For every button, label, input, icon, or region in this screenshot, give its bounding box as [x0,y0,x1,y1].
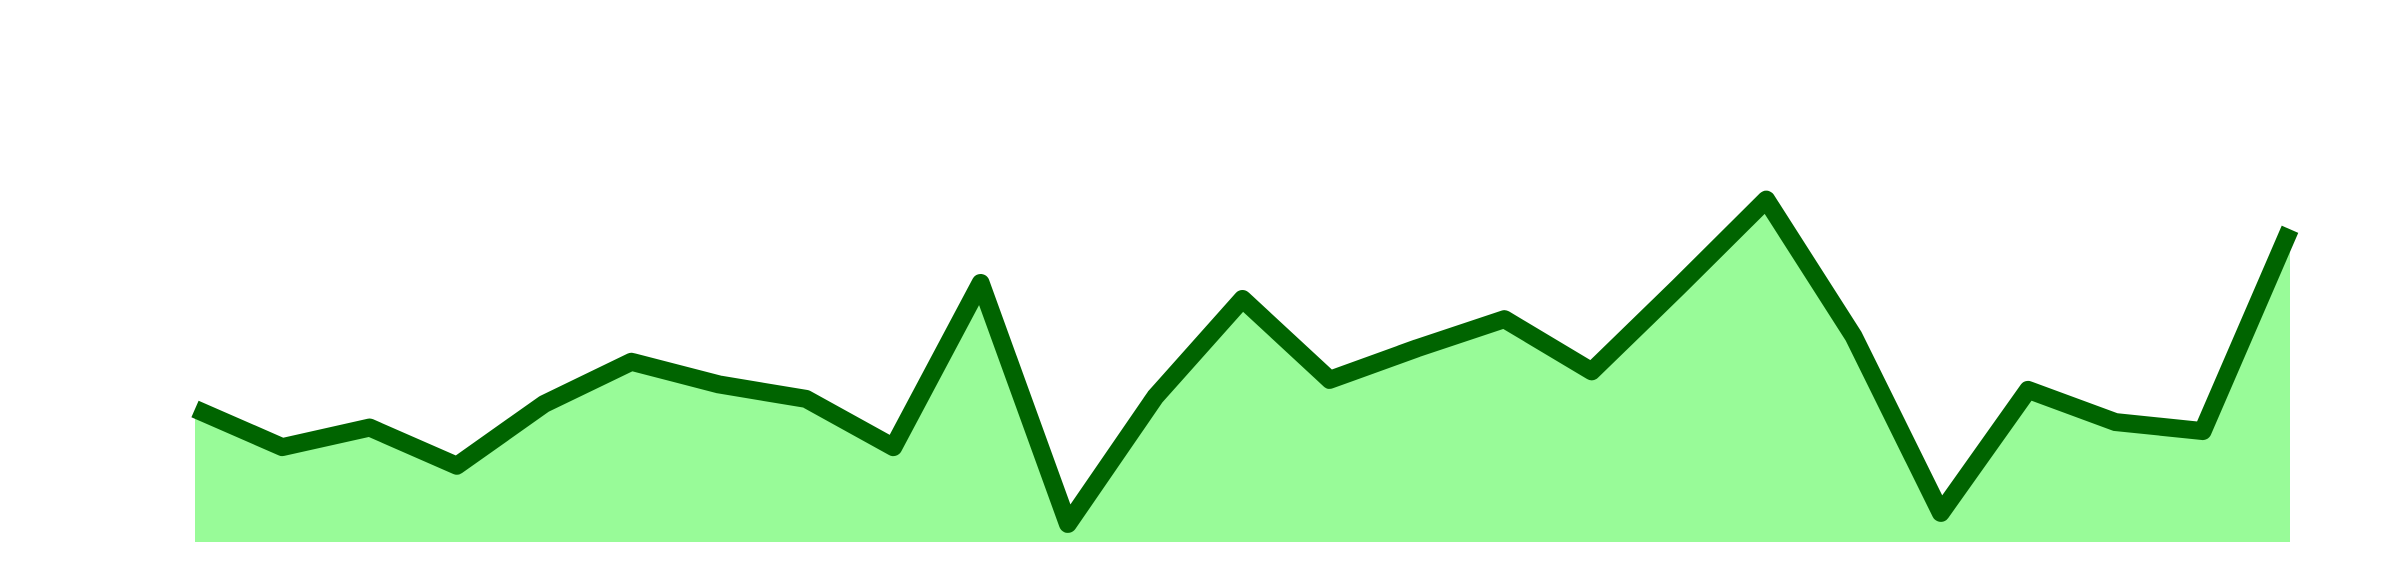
data-point [1758,191,1775,208]
data-point [1147,388,1164,405]
data-point [1409,340,1426,357]
data-point [1496,311,1513,328]
data-point [1845,328,1862,345]
data-point [623,353,640,370]
data-point [1059,515,1076,532]
data-point [274,439,291,456]
data-point [536,395,553,412]
data-point [1932,504,1949,521]
data-point [1234,291,1251,308]
point-layer [274,191,2211,532]
data-point [710,376,727,393]
data-point [2107,414,2124,431]
data-point [972,274,989,291]
data-point [361,419,378,436]
data-point [448,457,465,474]
data-point [1583,363,1600,380]
area-layer [195,199,2290,542]
data-point [2194,423,2211,440]
data-point [798,390,815,407]
data-point [885,439,902,456]
data-point [1670,278,1687,295]
area-fill-series-0 [195,199,2290,542]
data-point [1321,371,1338,388]
data-point [2020,381,2037,398]
